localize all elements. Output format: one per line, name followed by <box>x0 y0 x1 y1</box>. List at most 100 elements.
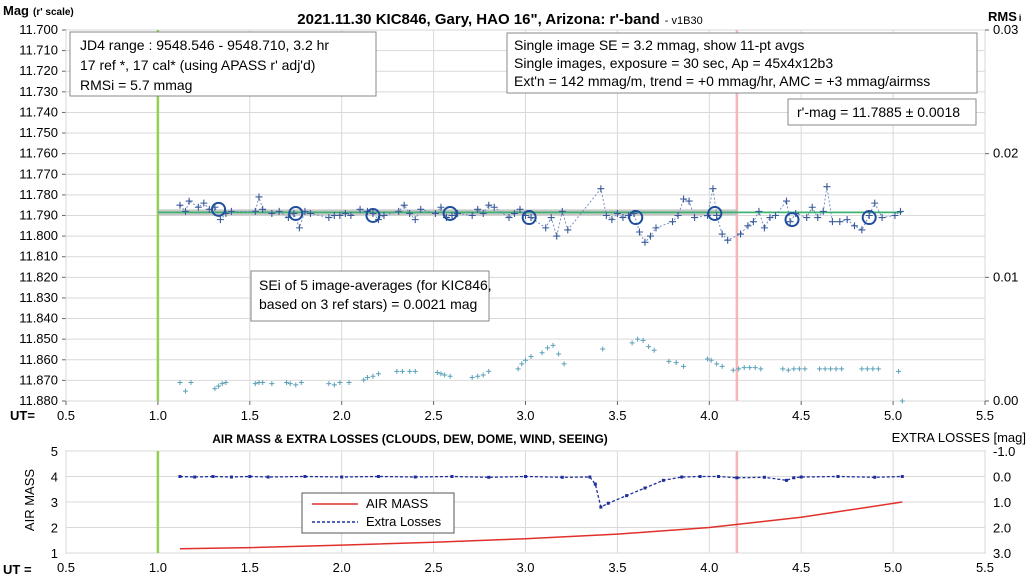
extra-losses-point <box>698 475 702 478</box>
rms-point <box>188 379 194 385</box>
single-image-point <box>766 214 774 222</box>
extra-losses-point <box>643 486 647 490</box>
rms-point <box>442 372 448 378</box>
single-image-point <box>823 183 831 191</box>
single-image-point <box>485 201 493 209</box>
extra-losses-point <box>792 476 796 480</box>
rms-point <box>708 357 714 363</box>
extra-losses-point <box>303 475 307 478</box>
bottom-legend: AIR MASS Extra Losses <box>301 492 455 534</box>
x-tick-label: 2.0 <box>333 408 351 423</box>
single-image-point <box>259 205 267 213</box>
bottom-x-tick-label: 0.5 <box>57 560 75 575</box>
rms-point <box>802 366 808 372</box>
rms-point <box>469 375 475 381</box>
single-image-point <box>490 203 498 211</box>
info-box-exposure: Single image SE = 3.2 mmag, show 11-pt a… <box>506 32 978 94</box>
extra-losses-point <box>560 475 564 479</box>
single-image-point <box>275 207 283 215</box>
bottom-vertical-markers <box>156 451 739 553</box>
rms-point <box>640 337 646 343</box>
single-image-point <box>680 195 688 203</box>
single-image-point <box>641 238 649 246</box>
bottom-x-axis-label: UT = <box>3 562 32 577</box>
single-image-point <box>814 214 822 222</box>
single-image-point <box>200 199 208 207</box>
rms-point <box>407 368 413 374</box>
rms-point <box>561 361 567 367</box>
bottom-y-tick-label: 1 <box>51 546 58 561</box>
x-tick-label: 0.5 <box>57 408 75 423</box>
single-image-point <box>347 212 355 219</box>
bottom-y2-tick-label: 2.0 <box>993 521 1011 536</box>
bottom-x-tick-label: 3.5 <box>608 560 626 575</box>
extra-losses-point <box>784 478 788 482</box>
bottom-y2-tick-label: 1.0 <box>993 495 1011 510</box>
extra-losses-point <box>762 475 766 479</box>
rms-point <box>736 366 742 372</box>
extra-losses-point <box>376 475 380 478</box>
y-tick-label: 11.870 <box>19 372 58 387</box>
x-tick-label: 1.5 <box>241 408 259 423</box>
single-image-point <box>635 228 643 236</box>
single-image-point <box>891 212 899 219</box>
rms-point <box>480 372 486 378</box>
single-image-point <box>558 207 566 215</box>
extra-losses-point <box>524 475 527 478</box>
single-image-point <box>724 236 732 244</box>
extra-losses-point <box>193 475 197 479</box>
single-image-point <box>760 224 768 232</box>
y2-tick-label: 0.02 <box>993 146 1018 161</box>
rms-point <box>326 381 332 387</box>
single-image-point <box>516 205 524 213</box>
rms-point <box>364 375 370 381</box>
y-tick-label: 11.720 <box>19 63 58 78</box>
extra-losses-point <box>248 475 252 478</box>
average-point <box>442 205 458 221</box>
y-tick-label: 11.810 <box>19 249 58 264</box>
single-image-point <box>468 212 476 219</box>
x-tick-label: 2.5 <box>425 408 443 423</box>
single-image-point <box>400 201 408 209</box>
bottom-x-tick-label: 1.0 <box>149 560 167 575</box>
single-image-point <box>356 205 364 213</box>
extra-losses-point <box>487 475 491 479</box>
single-image-point <box>527 214 535 222</box>
rms-point <box>545 345 551 351</box>
rms-point <box>182 388 188 394</box>
rms-point <box>747 365 753 371</box>
rms-point <box>704 356 710 362</box>
single-image-point <box>295 224 303 232</box>
single-image-point <box>691 214 699 222</box>
single-image-point <box>608 216 616 224</box>
rms-point <box>177 379 183 385</box>
air-mass-line <box>179 501 903 550</box>
rms-point <box>375 371 381 377</box>
rms-point <box>828 366 834 372</box>
sei-box: SEi of 5 image-averages (for KIC846, bas… <box>250 270 492 322</box>
rms-point <box>399 368 405 374</box>
info-box-jd: JD4 range : 9548.546 - 9548.710, 3.2 hr … <box>69 31 377 97</box>
average-point <box>365 208 381 223</box>
y-tick-label: 11.760 <box>19 146 58 161</box>
result-magnitude: r'-mag = 11.7885 ± 0.0018 <box>797 104 960 120</box>
rms-point <box>646 344 652 350</box>
x-tick-label: 5.5 <box>976 408 994 423</box>
single-image-point <box>437 203 445 211</box>
single-image-point <box>431 209 439 217</box>
single-image-point <box>547 214 555 222</box>
single-image-point <box>395 207 403 215</box>
rms-point <box>212 386 218 392</box>
extra-losses-point <box>178 475 182 478</box>
rms-point <box>796 366 802 372</box>
rms-point <box>298 379 304 385</box>
extra-losses-point <box>588 475 592 479</box>
average-point <box>784 212 800 228</box>
extra-losses-point <box>661 478 665 482</box>
info-box-jd-line: RMSi = 5.7 mmag <box>80 77 192 93</box>
legend-extra-losses-label: Extra Losses <box>366 514 442 529</box>
rms-point <box>899 398 905 404</box>
average-point <box>707 205 723 221</box>
y-tick-label: 11.790 <box>19 208 58 223</box>
single-image-point <box>542 224 550 232</box>
